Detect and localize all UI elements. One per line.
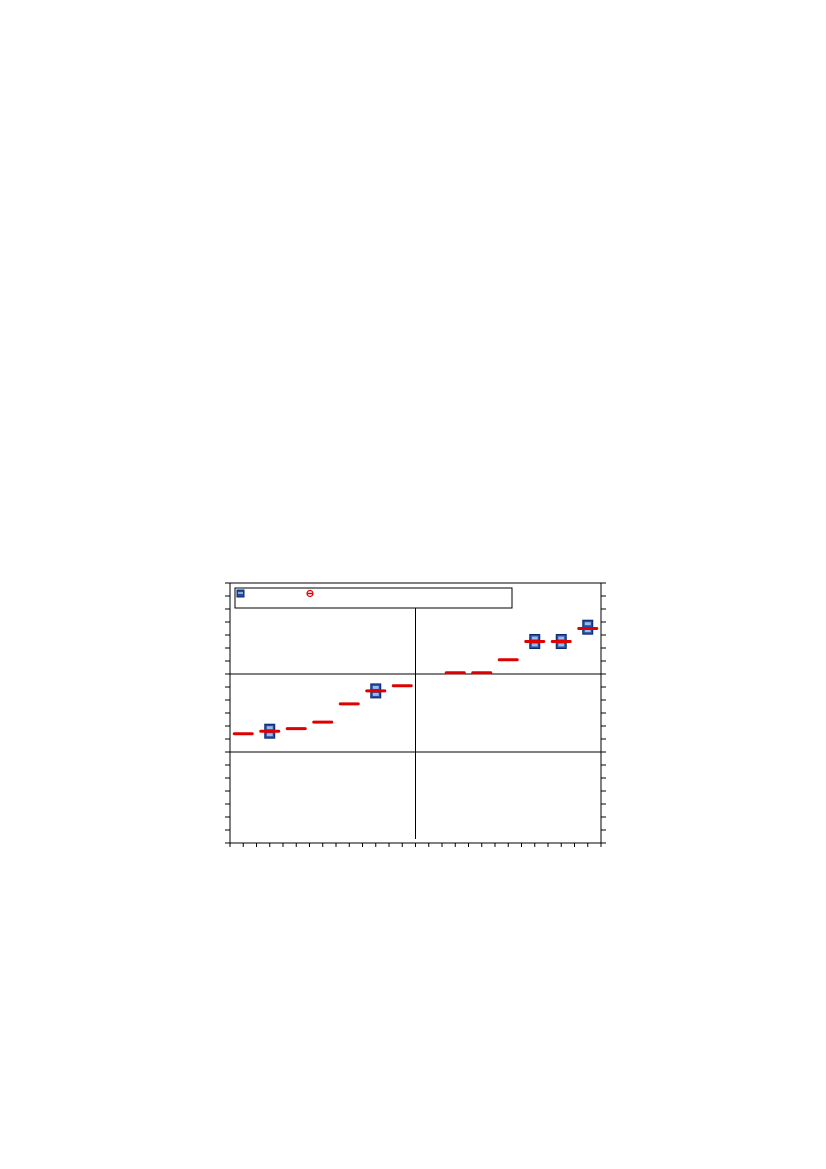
data-point-square-highlight [584,622,591,626]
data-point-square-highlight [531,643,538,647]
data-point-square-highlight [372,685,379,689]
data-point-square-highlight [558,636,565,640]
data-point-square-highlight [372,692,379,696]
legend-box [234,587,513,609]
data-point-square-highlight [266,733,273,737]
data-point-square-highlight [584,629,591,633]
data-point-square-highlight [558,643,565,647]
data-point-square-highlight [266,726,273,730]
data-point-square-highlight [531,636,538,640]
